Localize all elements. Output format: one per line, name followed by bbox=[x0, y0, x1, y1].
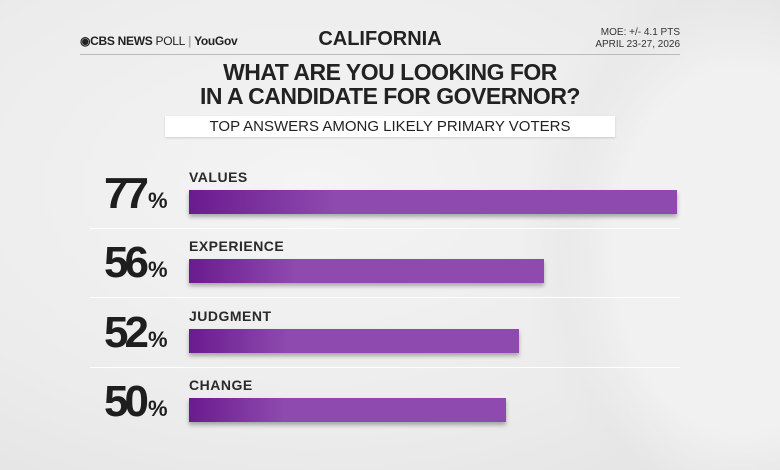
row-divider bbox=[90, 367, 680, 368]
bar-row: 56% EXPERIENCE bbox=[100, 233, 680, 303]
row-divider bbox=[90, 297, 680, 298]
title-line: WHAT ARE YOU LOOKING FOR bbox=[223, 59, 557, 85]
category-label: VALUES bbox=[189, 169, 248, 185]
chart-title: WHAT ARE YOU LOOKING FOR IN A CANDIDATE F… bbox=[0, 60, 780, 108]
value-label: 52% bbox=[104, 303, 168, 370]
poll-info: MOE: +/- 4.1 PTS APRIL 23-27, 2026 bbox=[595, 27, 680, 51]
percent-sign: % bbox=[147, 396, 168, 421]
bar-row: 52% JUDGMENT bbox=[100, 303, 680, 373]
logo-partner: YouGov bbox=[194, 34, 238, 48]
bar bbox=[189, 398, 506, 422]
value-label: 77% bbox=[104, 164, 168, 231]
bar-row: 77% VALUES bbox=[100, 164, 680, 234]
percent-sign: % bbox=[147, 188, 168, 213]
logo: ◉CBS NEWS POLL | YouGov bbox=[80, 34, 238, 48]
percent-sign: % bbox=[147, 327, 168, 352]
bar bbox=[189, 329, 519, 353]
value-number: 77 bbox=[104, 169, 149, 218]
percent-sign: % bbox=[147, 257, 168, 282]
moe: MOE: +/- 4.1 PTS bbox=[600, 27, 680, 38]
header-divider bbox=[80, 54, 680, 55]
bar bbox=[189, 259, 544, 283]
category-label: JUDGMENT bbox=[189, 308, 272, 324]
row-divider bbox=[90, 228, 680, 229]
category-label: CHANGE bbox=[189, 377, 253, 393]
logo-poll: POLL bbox=[155, 34, 186, 48]
cbs-eye-icon: ◉ bbox=[80, 34, 91, 48]
logo-brand: CBS NEWS bbox=[90, 34, 153, 48]
bar bbox=[189, 190, 677, 214]
header: ◉CBS NEWS POLL | YouGov CALIFORNIA MOE: +/… bbox=[80, 27, 680, 52]
category-label: EXPERIENCE bbox=[189, 238, 285, 254]
dates: APRIL 23-27, 2026 bbox=[595, 39, 680, 50]
value-number: 50 bbox=[104, 377, 149, 426]
value-number: 56 bbox=[104, 238, 149, 287]
value-number: 52 bbox=[104, 308, 149, 357]
value-label: 50% bbox=[104, 372, 168, 439]
bar-row: 50% CHANGE bbox=[100, 372, 680, 442]
value-label: 56% bbox=[104, 233, 168, 300]
chart-subtitle: TOP ANSWERS AMONG LIKELY PRIMARY VOTERS bbox=[165, 116, 615, 137]
title-line: IN A CANDIDATE FOR GOVERNOR? bbox=[200, 83, 580, 109]
state-label: CALIFORNIA bbox=[318, 28, 442, 50]
